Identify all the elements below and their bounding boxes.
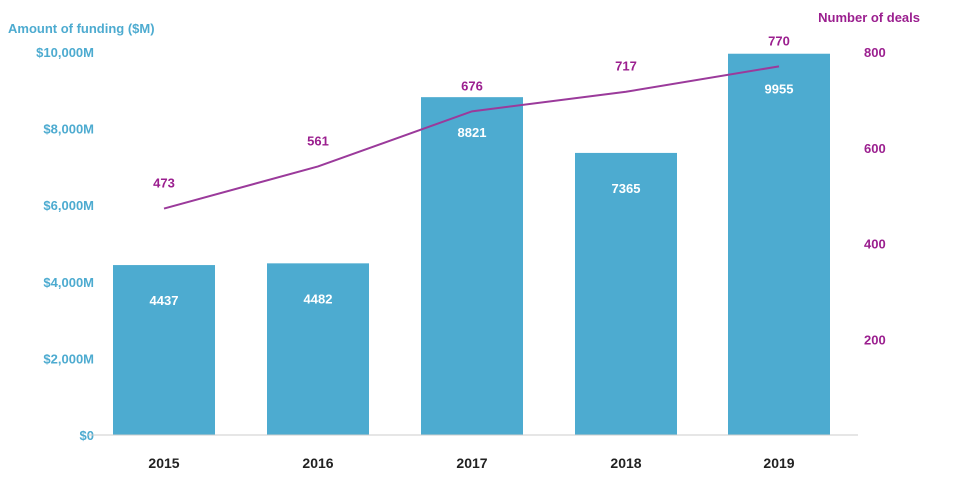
category-label: 2016 xyxy=(302,455,333,471)
deals-value: 473 xyxy=(153,176,175,191)
left-axis-ticks: $0 $2,000M $4,000M $6,000M $8,000M $10,000M xyxy=(36,45,94,443)
funding-bar-value: 4437 xyxy=(150,293,179,308)
funding-bar-value: 7365 xyxy=(612,181,641,196)
funding-bar xyxy=(113,265,215,435)
left-tick-label: $2,000M xyxy=(43,351,94,366)
right-axis-ticks: 200 400 600 800 xyxy=(864,45,886,347)
funding-bar-labels: 4437 4482 8821 7365 9955 xyxy=(150,82,794,308)
left-tick-label: $0 xyxy=(80,428,94,443)
funding-bar xyxy=(421,97,523,435)
right-axis-title: Number of deals xyxy=(818,10,920,25)
left-tick-label: $4,000M xyxy=(43,275,94,290)
funding-bar-value: 8821 xyxy=(458,125,487,140)
right-tick-label: 600 xyxy=(864,141,886,156)
deals-data-labels: 473 561 676 717 770 xyxy=(153,33,790,190)
funding-bar-value: 9955 xyxy=(765,82,794,97)
left-tick-label: $10,000M xyxy=(36,45,94,60)
right-tick-label: 800 xyxy=(864,45,886,60)
deals-value: 770 xyxy=(768,33,790,48)
right-tick-label: 400 xyxy=(864,237,886,252)
deals-value: 717 xyxy=(615,59,637,74)
funding-bar-value: 4482 xyxy=(304,291,333,306)
funding-bar xyxy=(575,152,677,435)
right-tick-label: 200 xyxy=(864,332,886,347)
left-tick-label: $6,000M xyxy=(43,198,94,213)
category-label: 2017 xyxy=(456,455,487,471)
category-label: 2019 xyxy=(763,455,794,471)
left-tick-label: $8,000M xyxy=(43,122,94,137)
category-label: 2015 xyxy=(148,455,179,471)
left-axis-title: Amount of funding ($M) xyxy=(8,21,155,36)
x-axis-tick-labels: 2015 2016 2017 2018 2019 xyxy=(148,455,794,471)
funding-bar xyxy=(728,53,830,435)
funding-bar xyxy=(267,263,369,435)
deals-series-line xyxy=(163,65,780,210)
funding-bars xyxy=(113,53,830,435)
deals-value: 676 xyxy=(461,78,483,93)
category-label: 2018 xyxy=(610,455,641,471)
deals-value: 561 xyxy=(307,133,329,148)
